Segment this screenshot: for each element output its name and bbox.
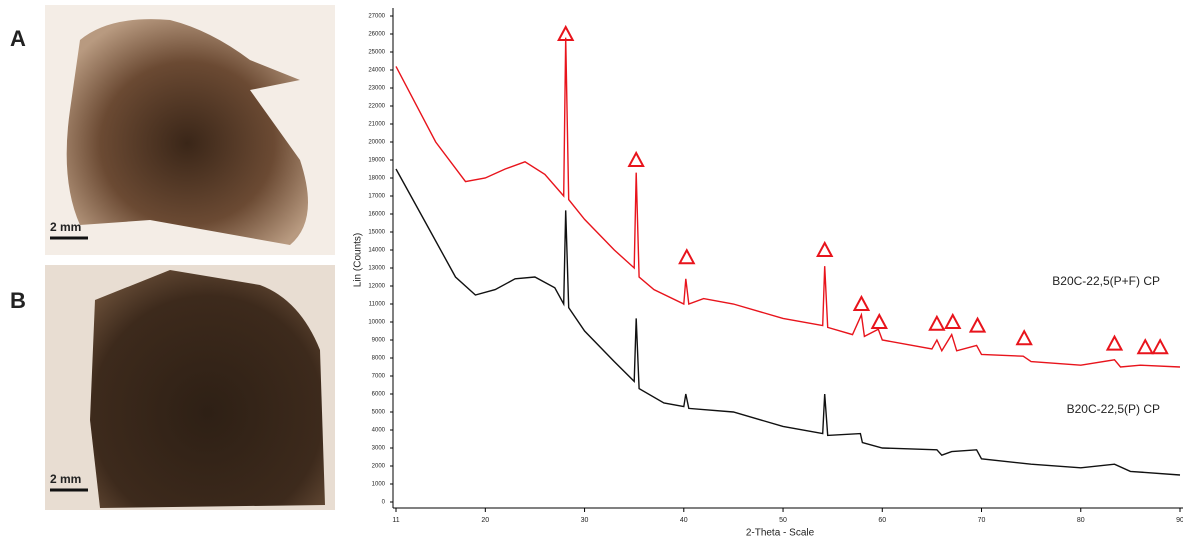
photo-a-sample <box>66 19 309 245</box>
y-tick-label: 3000 <box>372 446 386 452</box>
y-tick-label: 7000 <box>372 374 386 380</box>
peak-marker <box>816 240 834 257</box>
y-tick-label: 18000 <box>368 176 385 182</box>
scale-label: 2 mm <box>50 472 81 486</box>
peak-marker <box>627 150 645 167</box>
y-tick-label: 13000 <box>368 266 385 272</box>
photo-b-sample <box>90 270 325 508</box>
y-tick-label: 24000 <box>368 68 385 74</box>
y-tick-label: 8000 <box>372 356 386 362</box>
peak-marker <box>557 24 575 41</box>
x-tick-label: 11 <box>392 517 399 524</box>
y-tick-label: 20000 <box>368 140 385 146</box>
peak-marker <box>968 316 987 333</box>
series-label: B20C-22,5(P) CP <box>1067 402 1160 416</box>
x-axis-label: 2-Theta - Scale <box>746 528 815 539</box>
y-tick-label: 1000 <box>372 482 386 488</box>
peak-marker <box>678 248 696 265</box>
y-tick-label: 16000 <box>368 212 385 218</box>
y-tick-label: 23000 <box>368 86 385 92</box>
series-line <box>395 168 1181 476</box>
y-axis-label: Lin (Counts) <box>353 233 364 287</box>
x-tick-label: 60 <box>878 517 886 524</box>
y-tick-label: 21000 <box>368 122 385 128</box>
peak-marker <box>944 312 962 329</box>
x-tick-label: 20 <box>481 517 489 524</box>
y-tick-label: 12000 <box>368 284 385 290</box>
y-tick-label: 26000 <box>368 32 385 38</box>
x-tick-label: 30 <box>581 517 589 524</box>
x-tick-label: 80 <box>1077 517 1085 524</box>
y-tick-label: 2000 <box>372 464 386 470</box>
peak-marker <box>870 312 888 329</box>
panel-label: B <box>10 288 26 313</box>
peak-marker <box>1136 338 1154 355</box>
x-tick-label: 70 <box>978 517 986 524</box>
peak-marker <box>1015 329 1033 346</box>
y-tick-label: 4000 <box>372 428 386 434</box>
y-tick-label: 22000 <box>368 104 385 110</box>
y-tick-label: 27000 <box>368 14 385 20</box>
y-tick-label: 0 <box>382 500 386 506</box>
y-tick-label: 9000 <box>372 338 386 344</box>
peak-marker <box>1151 338 1169 355</box>
y-tick-label: 10000 <box>368 320 385 326</box>
y-tick-label: 11000 <box>369 302 386 308</box>
x-tick-label: 40 <box>680 517 688 524</box>
x-tick-label: 50 <box>779 517 787 524</box>
y-tick-label: 14000 <box>368 248 385 254</box>
series-label: B20C-22,5(P+F) CP <box>1052 274 1160 288</box>
peak-marker <box>1105 334 1124 351</box>
series-line <box>395 37 1181 368</box>
scale-label: 2 mm <box>50 220 81 234</box>
y-tick-label: 15000 <box>368 230 385 236</box>
x-tick-label: 90 <box>1176 517 1183 524</box>
panel-label: A <box>10 26 26 51</box>
y-tick-label: 25000 <box>368 50 385 56</box>
peak-marker <box>852 294 871 311</box>
y-tick-label: 19000 <box>368 158 385 164</box>
y-tick-label: 5000 <box>372 410 386 416</box>
y-tick-label: 6000 <box>372 392 386 398</box>
peak-marker <box>928 314 946 331</box>
y-tick-label: 17000 <box>368 194 385 200</box>
